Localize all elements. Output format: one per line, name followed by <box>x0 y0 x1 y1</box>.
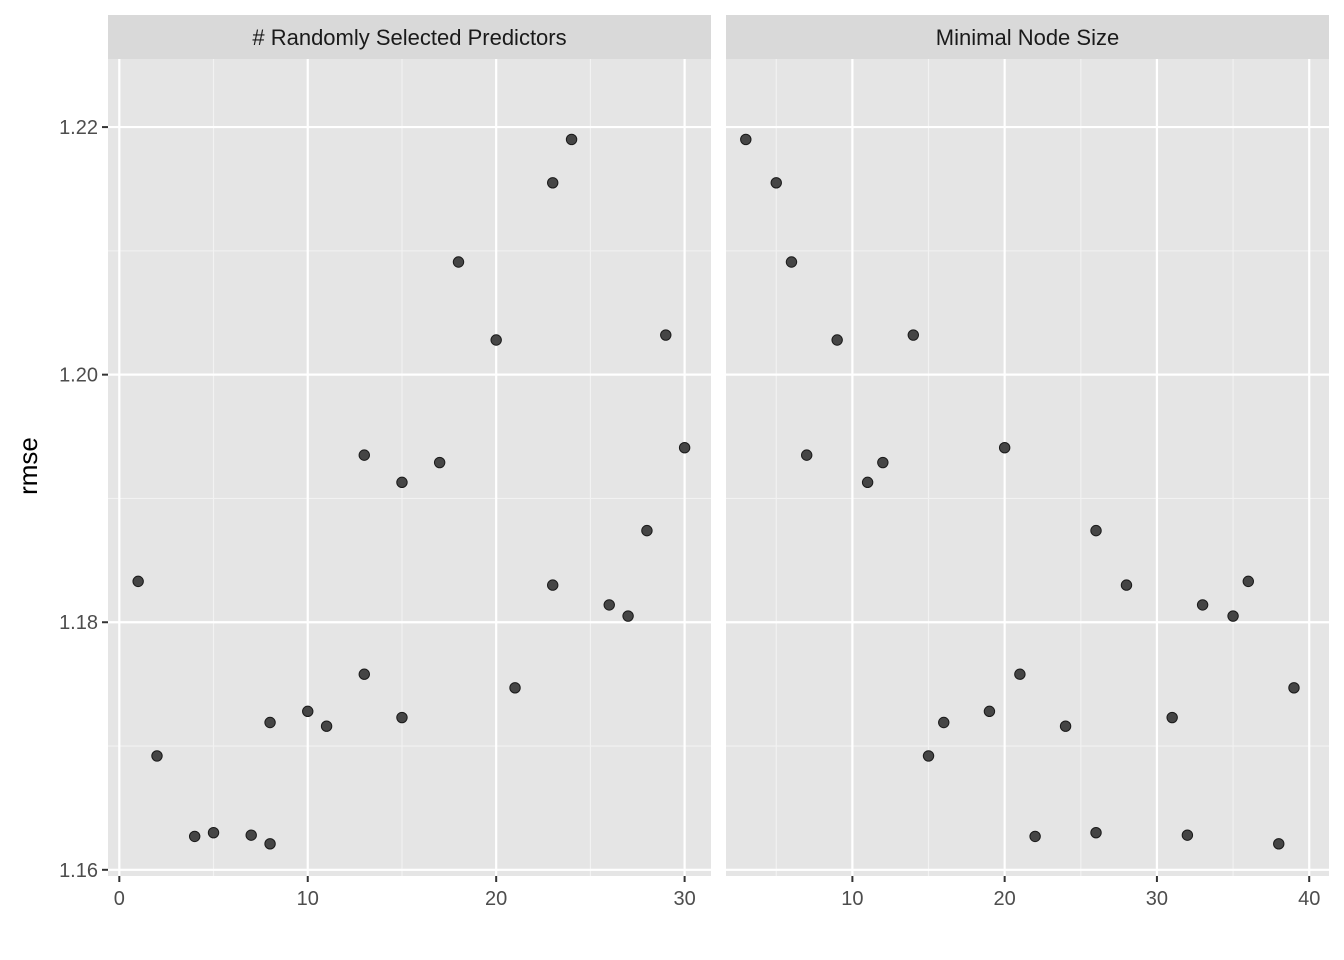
data-point <box>1288 682 1300 694</box>
data-point <box>433 456 446 469</box>
panel-background <box>108 59 711 876</box>
data-point <box>396 476 408 489</box>
data-point <box>998 441 1011 454</box>
y-tick-label: 1.22 <box>59 117 98 139</box>
data-point <box>641 524 653 537</box>
data-point <box>264 716 276 729</box>
y-tick-label: 1.18 <box>59 612 98 634</box>
data-point <box>877 456 889 469</box>
data-point <box>1273 838 1285 850</box>
data-point <box>264 838 276 850</box>
facet-panels: # Randomly Selected Predictors 1.16 1.18 1.… <box>59 15 1329 910</box>
x-tick-label: 0 <box>114 888 125 910</box>
y-tick-label: 1.20 <box>59 365 98 387</box>
x-tick-label: 30 <box>673 888 695 910</box>
x-tick-label: 10 <box>297 888 319 910</box>
data-point <box>452 256 465 268</box>
data-point <box>1090 524 1102 537</box>
data-point <box>245 829 257 841</box>
data-point <box>490 334 502 346</box>
data-point <box>603 599 615 611</box>
data-point <box>547 177 559 189</box>
data-point <box>801 449 813 461</box>
panel-background <box>726 59 1329 876</box>
data-point <box>1090 826 1102 839</box>
data-point <box>861 476 874 489</box>
facet-strip <box>108 15 711 59</box>
data-point <box>358 668 370 680</box>
data-point <box>622 610 634 622</box>
data-point <box>1196 599 1209 611</box>
data-point <box>151 750 163 762</box>
data-point <box>547 579 559 591</box>
x-tick-label: 30 <box>1146 888 1168 910</box>
data-point <box>831 334 843 346</box>
data-point <box>770 177 782 189</box>
data-point <box>207 826 220 839</box>
facet-strip <box>726 15 1329 59</box>
data-point <box>1166 711 1178 724</box>
data-point <box>922 750 935 762</box>
data-point <box>1014 668 1026 680</box>
data-point <box>509 682 521 694</box>
data-point <box>396 711 408 724</box>
x-tick-label: 20 <box>485 888 507 910</box>
data-point <box>740 133 752 146</box>
y-axis-title: rmse <box>13 437 43 495</box>
x-tick-label: 40 <box>1298 888 1320 910</box>
data-point <box>907 329 919 341</box>
data-point <box>938 716 950 729</box>
data-point <box>1059 720 1072 732</box>
data-point <box>320 720 333 732</box>
data-point <box>1120 579 1133 591</box>
data-point <box>1029 830 1041 843</box>
data-point <box>785 256 798 268</box>
data-point <box>188 830 201 843</box>
x-tick-label: 10 <box>841 888 863 910</box>
data-point <box>1227 610 1239 622</box>
data-point <box>1181 829 1194 841</box>
data-point <box>983 705 996 718</box>
data-point <box>1242 575 1254 588</box>
facet-strip-label: # Randomly Selected Predictors <box>252 25 566 50</box>
data-point <box>565 133 578 146</box>
data-point <box>678 441 691 454</box>
data-point <box>358 449 370 461</box>
facet-strip-label: Minimal Node Size <box>936 25 1119 50</box>
x-tick-label: 20 <box>994 888 1016 910</box>
facet-panel: Minimal Node Size 10 20 30 40 <box>726 15 1329 910</box>
data-point <box>302 705 314 718</box>
data-point <box>660 329 672 341</box>
y-tick-label: 1.16 <box>59 860 98 882</box>
facet-panel: # Randomly Selected Predictors 1.16 1.18 1.… <box>59 15 711 910</box>
data-point <box>132 575 144 588</box>
